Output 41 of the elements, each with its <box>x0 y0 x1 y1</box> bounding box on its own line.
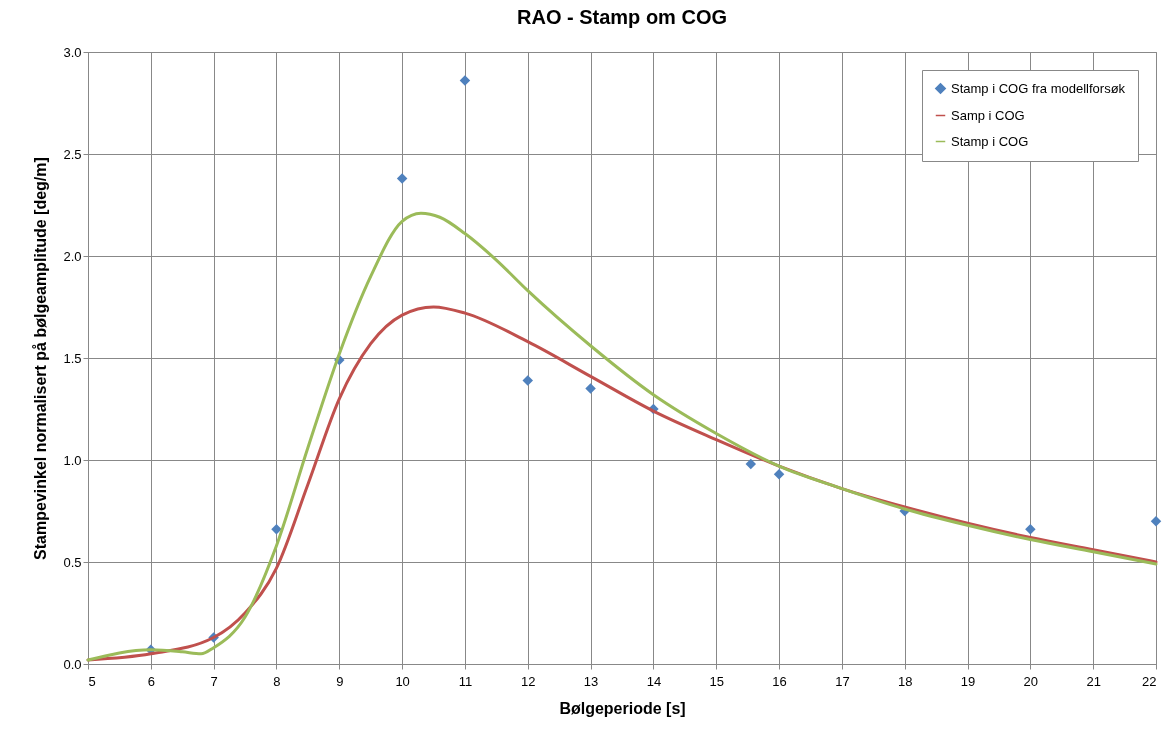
x-tick-label: 5 <box>88 673 96 689</box>
x-tick-label: 16 <box>772 673 787 689</box>
legend-label: Stamp i COG <box>951 133 1029 149</box>
x-tick-label: 6 <box>147 673 155 689</box>
point <box>1150 515 1162 527</box>
x-axis-title: Bølgeperiode [s] <box>559 699 686 717</box>
point <box>745 458 757 470</box>
legend-label: Stamp i COG fra modellforsøk <box>951 80 1126 96</box>
x-tick-label: 9 <box>336 673 344 689</box>
x-tick-label: 19 <box>960 673 976 689</box>
x-tick-label: 18 <box>897 673 913 689</box>
y-tick-label: 2.5 <box>63 146 82 162</box>
point <box>522 375 534 386</box>
x-tick-label: 8 <box>273 673 281 689</box>
x-tick-label: 14 <box>646 673 662 689</box>
x-tick-label: 20 <box>1023 673 1039 689</box>
point <box>585 383 596 394</box>
x-tick-label: 17 <box>835 673 850 689</box>
x-tick-label: 7 <box>210 673 218 689</box>
x-tick-label: 11 <box>458 673 473 689</box>
legend-label: Samp i COG <box>951 107 1025 123</box>
x-tick-label: 22 <box>1142 673 1157 689</box>
y-tick-label: 0.5 <box>63 554 82 570</box>
point <box>271 524 282 535</box>
x-tick-label: 10 <box>395 673 410 689</box>
y-tick-label: 1.5 <box>63 350 82 366</box>
x-tick-label: 12 <box>521 673 536 689</box>
chart-title: RAO - Stamp om COG <box>516 6 728 28</box>
point <box>773 469 785 480</box>
x-tick-label: 21 <box>1086 673 1101 689</box>
y-axis-title: Stampevinkel normalisert på bølgeamplitude [deg/m] <box>32 157 50 560</box>
x-tick-label: 13 <box>583 673 599 689</box>
point <box>1025 524 1036 535</box>
line-series <box>86 211 1158 662</box>
y-tick-label: 0.0 <box>63 656 82 672</box>
y-tick-label: 1.0 <box>63 452 82 468</box>
y-tick-label: 3.0 <box>63 44 82 60</box>
point <box>459 75 471 86</box>
y-tick-label: 2.0 <box>63 248 82 264</box>
point <box>396 173 408 184</box>
x-tick-label: 15 <box>709 673 724 689</box>
